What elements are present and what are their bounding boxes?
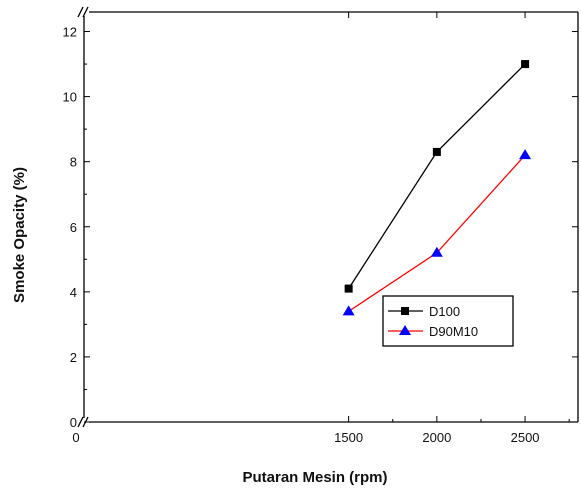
x-tick-label: 1500 xyxy=(334,430,363,445)
y-tick-label: 8 xyxy=(70,155,77,170)
series-line-D90M10 xyxy=(348,154,526,312)
data-point-D90M10-2000 xyxy=(430,246,443,257)
data-point-D100-2000 xyxy=(432,147,441,156)
x-tick-label: 2000 xyxy=(422,430,451,445)
y-tick-label: 4 xyxy=(70,285,77,300)
data-point-D90M10-2500 xyxy=(519,149,532,160)
axis-break-mark xyxy=(77,416,84,428)
legend-box xyxy=(382,295,514,347)
x-axis-title: Putaran Mesin (rpm) xyxy=(242,469,387,486)
y-tick-label: 6 xyxy=(70,220,77,235)
axis-break-gap xyxy=(79,8,89,16)
y-tick-label: 2 xyxy=(70,350,77,365)
axis-break-mark xyxy=(77,6,84,18)
legend-label-D90M10: D90M10 xyxy=(429,324,478,339)
data-point-D100-1500 xyxy=(344,284,353,293)
series-D90M10 xyxy=(342,149,532,316)
y-tick-label: 10 xyxy=(63,90,77,105)
legend-marker-D100 xyxy=(401,307,409,315)
series-layer xyxy=(342,60,532,316)
legend-marker-D90M10 xyxy=(399,325,411,335)
x-tick-label: 0 xyxy=(72,430,79,445)
y-tick-label: 0 xyxy=(70,415,77,430)
legend: D100 D90M10 xyxy=(382,295,514,347)
y-axis-title: Smoke Opacity (%) xyxy=(11,167,28,303)
axis-break-mark xyxy=(82,6,89,18)
data-point-D90M10-1500 xyxy=(342,305,355,316)
x-tick-label: 2500 xyxy=(511,430,540,445)
y-tick-label: 12 xyxy=(63,25,77,40)
data-point-D100-2500 xyxy=(521,60,530,69)
axes: 0 2 4 6 8 10 12 0 1500 2000 2500 xyxy=(63,6,579,445)
legend-label-D100: D100 xyxy=(429,304,460,319)
series-D100 xyxy=(344,60,530,293)
